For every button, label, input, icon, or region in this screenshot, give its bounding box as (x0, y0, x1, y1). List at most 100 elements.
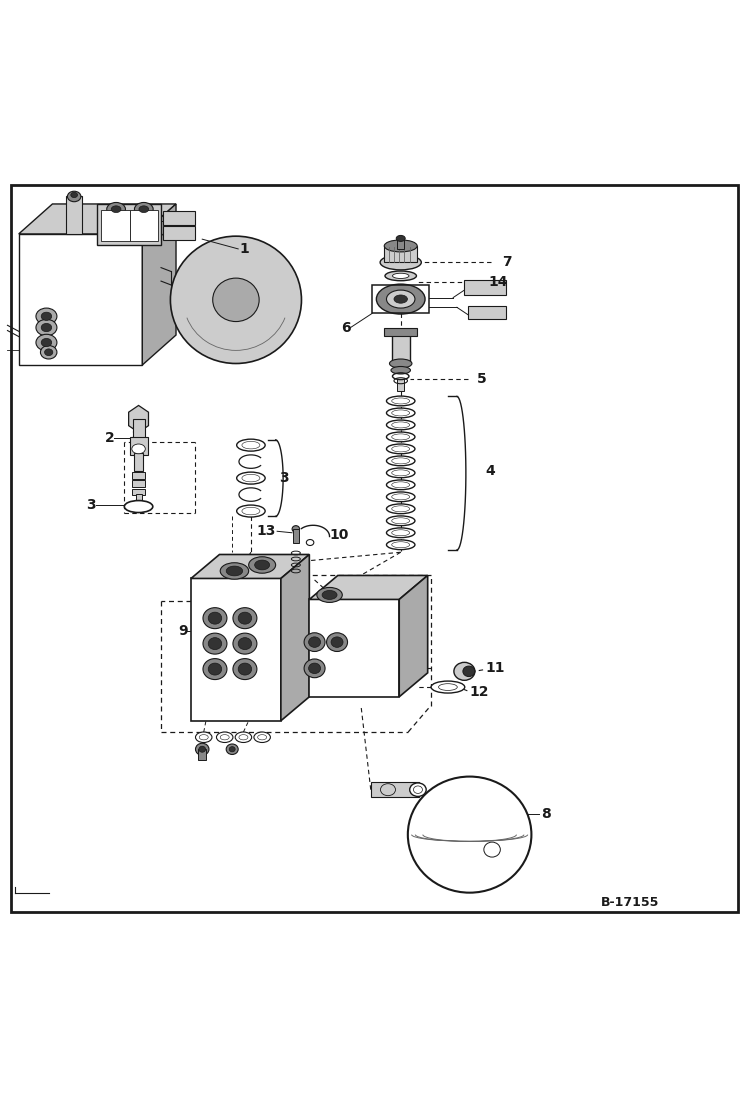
Ellipse shape (431, 681, 464, 693)
Bar (371, 782, 419, 798)
Ellipse shape (41, 338, 52, 347)
Bar (384, 246, 417, 262)
Ellipse shape (255, 561, 270, 569)
Ellipse shape (36, 308, 57, 325)
Polygon shape (19, 234, 142, 365)
Bar (397, 238, 404, 249)
Bar (136, 494, 142, 502)
Ellipse shape (392, 494, 410, 500)
Polygon shape (191, 578, 281, 721)
Ellipse shape (216, 732, 233, 743)
Ellipse shape (386, 491, 415, 501)
Ellipse shape (413, 785, 422, 793)
Ellipse shape (392, 457, 410, 464)
Ellipse shape (40, 346, 57, 359)
Ellipse shape (36, 335, 57, 351)
Polygon shape (19, 204, 176, 234)
Ellipse shape (249, 557, 276, 574)
Text: 12: 12 (470, 686, 489, 699)
Polygon shape (309, 599, 399, 697)
Bar (163, 212, 195, 225)
Ellipse shape (124, 500, 153, 512)
Ellipse shape (386, 444, 415, 454)
Ellipse shape (394, 295, 407, 303)
Ellipse shape (392, 398, 410, 404)
Text: 7: 7 (502, 256, 512, 270)
Bar (464, 281, 506, 295)
Ellipse shape (41, 313, 52, 320)
Text: 9: 9 (178, 624, 188, 637)
Ellipse shape (258, 735, 267, 739)
Ellipse shape (213, 279, 259, 321)
Ellipse shape (195, 732, 212, 743)
Ellipse shape (384, 240, 417, 252)
Ellipse shape (233, 633, 257, 654)
Text: 1: 1 (240, 242, 249, 256)
Ellipse shape (463, 666, 475, 677)
Bar (134, 453, 143, 472)
Ellipse shape (292, 525, 300, 532)
Ellipse shape (199, 746, 205, 753)
Ellipse shape (389, 359, 412, 367)
Text: 13: 13 (256, 524, 276, 539)
Ellipse shape (242, 474, 260, 482)
Ellipse shape (220, 735, 229, 739)
Ellipse shape (391, 366, 410, 374)
Ellipse shape (331, 637, 343, 647)
Ellipse shape (392, 410, 410, 416)
Text: 2: 2 (105, 431, 115, 444)
Text: 3: 3 (279, 471, 289, 485)
Ellipse shape (392, 482, 410, 488)
Ellipse shape (392, 530, 410, 535)
Ellipse shape (392, 434, 410, 440)
Ellipse shape (199, 735, 208, 739)
Bar (384, 328, 417, 336)
Ellipse shape (322, 590, 337, 599)
Ellipse shape (237, 505, 265, 517)
Ellipse shape (237, 472, 265, 484)
Ellipse shape (309, 637, 321, 647)
Ellipse shape (226, 744, 238, 755)
Ellipse shape (36, 319, 57, 336)
Bar (66, 196, 82, 234)
Ellipse shape (203, 658, 227, 679)
Ellipse shape (327, 633, 348, 652)
Ellipse shape (386, 528, 415, 538)
Bar (293, 529, 299, 543)
Bar (133, 419, 145, 439)
Ellipse shape (242, 507, 260, 514)
Text: 3: 3 (86, 498, 96, 512)
Polygon shape (129, 406, 148, 432)
Ellipse shape (239, 735, 248, 739)
Ellipse shape (132, 444, 145, 454)
Ellipse shape (45, 349, 52, 355)
Ellipse shape (171, 236, 301, 363)
Ellipse shape (203, 608, 227, 629)
Ellipse shape (454, 663, 475, 680)
Ellipse shape (111, 206, 121, 213)
Ellipse shape (106, 203, 125, 216)
Ellipse shape (220, 563, 249, 579)
Ellipse shape (229, 747, 235, 751)
Ellipse shape (392, 470, 410, 476)
Ellipse shape (67, 191, 81, 202)
Text: 5: 5 (477, 372, 487, 386)
Ellipse shape (139, 206, 148, 213)
Bar (130, 210, 158, 241)
Ellipse shape (233, 608, 257, 629)
Ellipse shape (392, 518, 410, 523)
Ellipse shape (386, 504, 415, 513)
Ellipse shape (254, 732, 270, 743)
Bar (132, 480, 145, 487)
Text: 14: 14 (488, 275, 508, 289)
Bar (101, 210, 130, 241)
Bar (392, 332, 410, 363)
Polygon shape (399, 576, 428, 697)
Ellipse shape (410, 783, 426, 796)
Ellipse shape (386, 540, 415, 550)
Ellipse shape (386, 396, 415, 406)
Ellipse shape (484, 842, 500, 857)
Ellipse shape (237, 439, 265, 451)
Ellipse shape (238, 612, 252, 624)
Ellipse shape (392, 445, 410, 452)
